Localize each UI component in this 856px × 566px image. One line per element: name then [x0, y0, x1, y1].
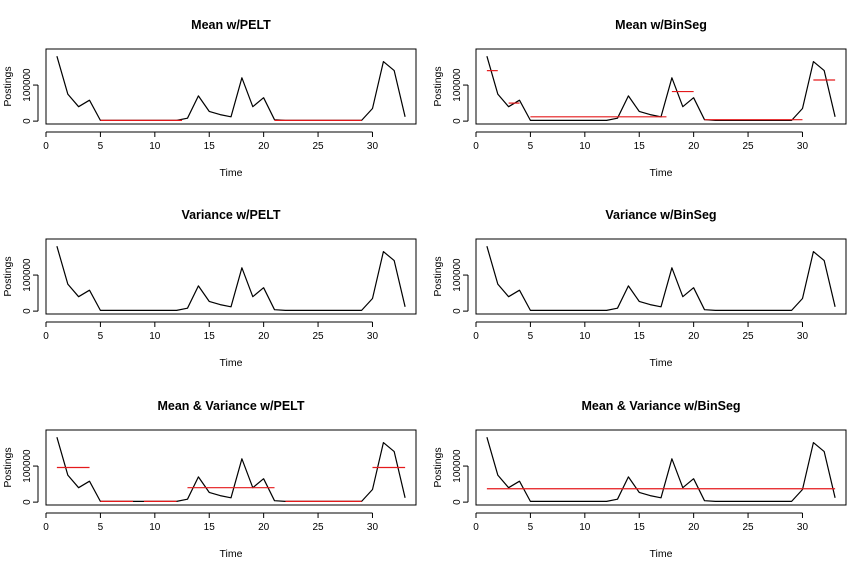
- y-axis-label: Postings: [432, 256, 444, 296]
- series-line-1: [56, 56, 406, 122]
- y-tick-label: 100000: [22, 449, 33, 483]
- plot-frame: [475, 48, 847, 125]
- series-line-1: [486, 437, 836, 502]
- y-tick-label: 100000: [22, 68, 33, 102]
- x-tick-label: 30: [367, 522, 379, 533]
- x-tick-label: 0: [43, 522, 49, 533]
- series-line-1: [486, 246, 836, 311]
- x-tick-label: 10: [149, 141, 161, 152]
- x-tick-label: 30: [367, 331, 379, 342]
- chart-panel-5: Mean & Variance w/PELT 0 5 10 15 20 25 30 0 10000…: [2, 399, 417, 560]
- y-axis-label: Postings: [2, 447, 14, 487]
- x-tick-label: 15: [634, 522, 646, 533]
- x-tick-label: 10: [149, 331, 161, 342]
- x-tick-label: 30: [797, 141, 809, 152]
- y-tick-label: 0: [452, 118, 463, 124]
- y-tick-label: 100000: [452, 258, 463, 292]
- y-tick-label: 100000: [452, 68, 463, 102]
- x-tick-label: 15: [634, 331, 646, 342]
- x-tick-label: 15: [204, 331, 216, 342]
- plot-frame: [475, 238, 847, 315]
- x-tick-label: 5: [98, 141, 104, 152]
- x-tick-label: 5: [98, 522, 104, 533]
- chart-title: Variance w/PELT: [181, 208, 280, 222]
- series-line-1: [56, 246, 406, 311]
- x-tick-label: 0: [473, 522, 479, 533]
- x-tick-label: 15: [204, 522, 216, 533]
- chart-title: Mean & Variance w/BinSeg: [581, 399, 740, 413]
- y-axis-label: Postings: [2, 256, 14, 296]
- plot-frame: [45, 48, 417, 125]
- x-axis-label: Time: [220, 167, 243, 179]
- x-axis-label: Time: [650, 548, 673, 560]
- x-tick-label: 5: [528, 522, 534, 533]
- chart-title: Mean w/PELT: [191, 18, 271, 32]
- x-tick-label: 15: [204, 141, 216, 152]
- x-tick-label: 10: [149, 522, 161, 533]
- series-line-1: [486, 56, 836, 122]
- x-tick-label: 20: [688, 141, 700, 152]
- x-tick-label: 0: [43, 331, 49, 342]
- y-tick-label: 0: [22, 499, 33, 505]
- x-tick-label: 25: [742, 331, 754, 342]
- x-tick-label: 20: [258, 141, 270, 152]
- x-tick-label: 5: [98, 331, 104, 342]
- y-axis-label: Postings: [432, 447, 444, 487]
- x-tick-label: 10: [579, 141, 591, 152]
- x-tick-label: 10: [579, 522, 591, 533]
- y-tick-label: 100000: [22, 258, 33, 292]
- chart-title: Variance w/BinSeg: [605, 208, 716, 222]
- y-tick-label: 0: [452, 308, 463, 314]
- y-axis-label: Postings: [2, 66, 14, 106]
- x-axis-label: Time: [220, 357, 243, 369]
- chart-panel-1: Mean w/PELT 0 5 10 15 20 25 30 0 100000 Time Postin…: [2, 18, 417, 179]
- x-tick-label: 25: [742, 141, 754, 152]
- x-axis-label: Time: [220, 548, 243, 560]
- plot-frame: [475, 429, 847, 506]
- chart-panel-2: Mean w/BinSeg 0 5 10 15 20 25 30 0 100000 Time Post…: [432, 18, 847, 179]
- plot-frame: [45, 238, 417, 315]
- chart-panel-6: Mean & Variance w/BinSeg 0 5 10 15 20 25 30 0 100…: [432, 399, 847, 560]
- x-tick-label: 0: [43, 141, 49, 152]
- x-tick-label: 25: [742, 522, 754, 533]
- y-tick-label: 100000: [452, 449, 463, 483]
- x-tick-label: 20: [258, 522, 270, 533]
- x-tick-label: 20: [688, 522, 700, 533]
- chart-panel-4: Variance w/BinSeg 0 5 10 15 20 25 30 0 100000 Time…: [432, 208, 847, 369]
- y-tick-label: 0: [22, 308, 33, 314]
- y-tick-label: 0: [22, 118, 33, 124]
- x-tick-label: 5: [528, 141, 534, 152]
- x-tick-label: 5: [528, 331, 534, 342]
- x-tick-label: 0: [473, 141, 479, 152]
- series-line-1: [56, 437, 406, 502]
- x-axis-label: Time: [650, 357, 673, 369]
- x-tick-label: 25: [312, 522, 324, 533]
- x-tick-label: 30: [797, 331, 809, 342]
- x-tick-label: 30: [367, 141, 379, 152]
- chart-title: Mean & Variance w/PELT: [157, 399, 304, 413]
- y-axis-label: Postings: [432, 66, 444, 106]
- chart-title: Mean w/BinSeg: [615, 18, 707, 32]
- chart-panel-3: Variance w/PELT 0 5 10 15 20 25 30 0 100000 Time Po…: [2, 208, 417, 369]
- x-tick-label: 25: [312, 331, 324, 342]
- x-tick-label: 10: [579, 331, 591, 342]
- x-tick-label: 20: [688, 331, 700, 342]
- x-tick-label: 0: [473, 331, 479, 342]
- y-tick-label: 0: [452, 499, 463, 505]
- x-tick-label: 15: [634, 141, 646, 152]
- x-tick-label: 25: [312, 141, 324, 152]
- x-axis-label: Time: [650, 167, 673, 179]
- x-tick-label: 20: [258, 331, 270, 342]
- plot-frame: [45, 429, 417, 506]
- x-tick-label: 30: [797, 522, 809, 533]
